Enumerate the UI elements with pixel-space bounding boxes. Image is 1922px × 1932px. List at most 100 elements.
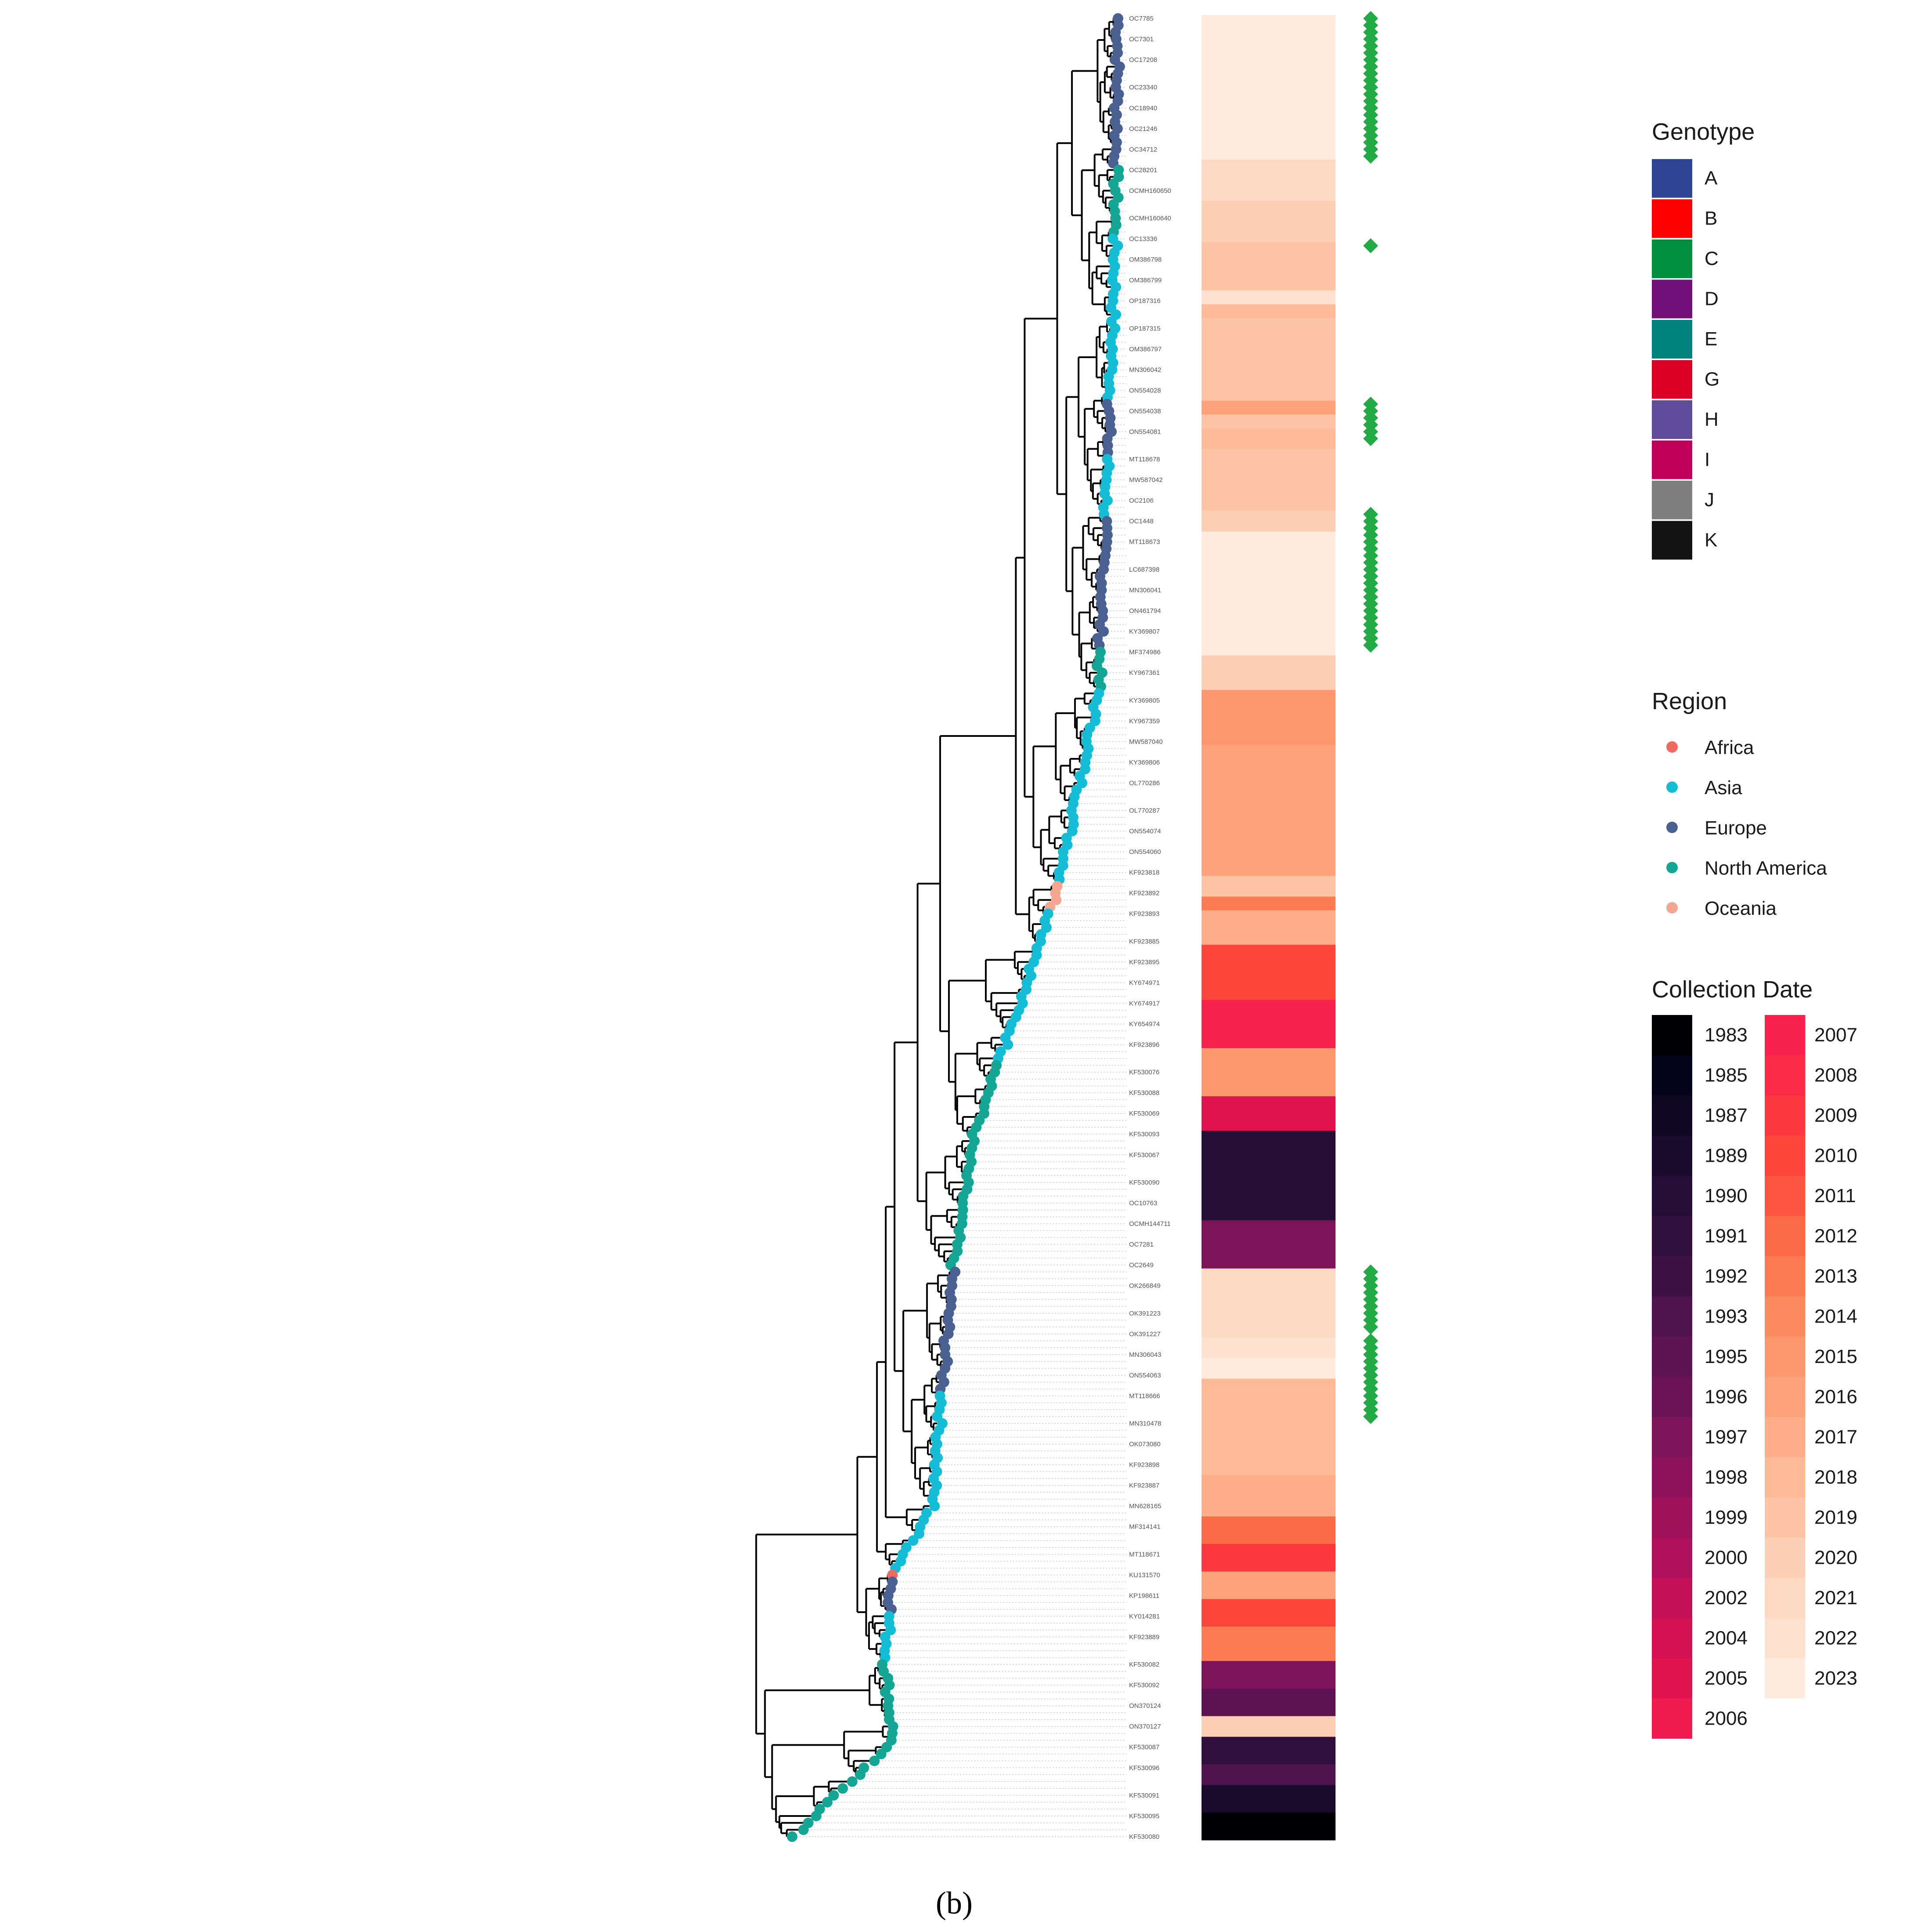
tip-label: KF923892 [1129, 890, 1159, 897]
date-label-2002: 2002 [1705, 1587, 1748, 1609]
date-label-2008: 2008 [1814, 1065, 1857, 1086]
genotype-swatch-H [1652, 400, 1692, 439]
marker-column [1363, 11, 1378, 1424]
tip-label: KF530080 [1129, 1833, 1159, 1841]
tip-label: LC687398 [1129, 566, 1159, 573]
tip-label: OC7281 [1129, 1241, 1154, 1248]
genotype-label-K: K [1705, 529, 1717, 551]
tip-label: ON370124 [1129, 1702, 1161, 1710]
region-dot-oceania [1666, 902, 1678, 913]
tip-label: MN628165 [1129, 1503, 1161, 1510]
date-cell-2016 [1202, 745, 1336, 877]
date-cell-2023 [1202, 1358, 1336, 1379]
tip-label: KF923885 [1129, 938, 1159, 945]
tip-label: KF923895 [1129, 958, 1159, 966]
date-cell-1990 [1202, 1131, 1336, 1221]
tip-label: KF530088 [1129, 1089, 1159, 1097]
date-cell-2018 [1202, 1378, 1336, 1475]
tip-label: OC18940 [1129, 105, 1157, 112]
tip-point [855, 1769, 866, 1780]
genotype-swatch-K [1652, 521, 1692, 560]
tip-point [869, 1755, 880, 1766]
tip-label: OC13336 [1129, 236, 1157, 243]
tip-label: OC21246 [1129, 125, 1157, 133]
tip-label: ON554063 [1129, 1372, 1161, 1379]
date-swatch-1993 [1652, 1296, 1692, 1337]
date-cell-2021 [1202, 159, 1336, 201]
date-label-1991: 1991 [1705, 1225, 1748, 1247]
date-swatch-1995 [1652, 1337, 1692, 1377]
legend-genotype-title: Genotype [1652, 119, 1755, 145]
genotype-label-C: C [1705, 248, 1719, 269]
tip-label: KP198611 [1129, 1592, 1159, 1599]
tip-point [1003, 1039, 1013, 1050]
tip-label: OK391227 [1129, 1330, 1161, 1338]
tip-label: OC23340 [1129, 84, 1157, 91]
tip-label: MW587040 [1129, 738, 1163, 746]
date-cell-2007 [1202, 1000, 1336, 1048]
genotype-label-B: B [1705, 208, 1717, 229]
date-label-2009: 2009 [1814, 1105, 1857, 1126]
date-cell-2023 [1202, 531, 1336, 656]
tip-point [908, 1535, 919, 1546]
tip-label: OK266849 [1129, 1282, 1161, 1290]
tip-label: KF530069 [1129, 1110, 1159, 1117]
date-swatch-2004 [1652, 1618, 1692, 1658]
tip-label: OC34712 [1129, 146, 1157, 153]
tip-label: KY369805 [1129, 697, 1160, 704]
tip-label: OC1448 [1129, 518, 1154, 525]
date-cell-2016 [1202, 1571, 1336, 1599]
date-label-2019: 2019 [1814, 1507, 1857, 1528]
tip-label: OM386798 [1129, 256, 1162, 264]
genotype-swatch-G [1652, 360, 1692, 399]
date-swatch-2008 [1765, 1055, 1805, 1095]
tip-label: ON370127 [1129, 1723, 1161, 1730]
date-cell-1997 [1202, 1220, 1336, 1269]
date-cell-1989 [1202, 1785, 1336, 1813]
marker-diamond [1363, 1319, 1378, 1335]
date-swatch-2017 [1765, 1417, 1805, 1457]
date-cell-2013 [1202, 896, 1336, 911]
date-label-1989: 1989 [1705, 1145, 1748, 1167]
date-cell-1993 [1202, 1764, 1336, 1786]
date-cell-1991 [1202, 1736, 1336, 1765]
date-swatch-2023 [1765, 1658, 1805, 1699]
date-label-2004: 2004 [1705, 1628, 1748, 1649]
date-swatch-2014 [1765, 1296, 1805, 1337]
tip-label: MF374986 [1129, 649, 1161, 656]
date-cell-2016 [1202, 400, 1336, 415]
genotype-swatch-I [1652, 440, 1692, 479]
genotype-label-A: A [1705, 167, 1718, 189]
tip-label: MN306043 [1129, 1351, 1161, 1359]
genotype-swatch-C [1652, 239, 1692, 278]
tip-label: KF530093 [1129, 1131, 1159, 1138]
date-swatch-2005 [1652, 1658, 1692, 1699]
region-label: Europe [1705, 817, 1767, 839]
tip-label: ON554060 [1129, 848, 1161, 856]
tip-label: KY674917 [1129, 1000, 1160, 1007]
tip-label: KF923893 [1129, 910, 1159, 918]
genotype-label-J: J [1705, 489, 1714, 511]
region-dot-north-america [1666, 862, 1678, 874]
date-swatch-2012 [1765, 1216, 1805, 1256]
tip-label: ON554081 [1129, 428, 1161, 435]
genotype-label-D: D [1705, 288, 1719, 310]
tip-label: KY014281 [1129, 1613, 1160, 1620]
tip-label: KF923887 [1129, 1482, 1159, 1490]
genotype-swatch-B [1652, 199, 1692, 238]
tip-label: KY967359 [1129, 718, 1160, 725]
legend-collection-date: Collection Date 1983 1985 1987 1989 1990 1991… [1652, 976, 1857, 1739]
tip-label: MN306042 [1129, 366, 1161, 373]
date-label-2006: 2006 [1705, 1708, 1748, 1729]
tip-label: KF530090 [1129, 1179, 1159, 1186]
date-label-2022: 2022 [1814, 1628, 1857, 1649]
tip-label: KY674971 [1129, 979, 1160, 986]
date-cell-2022 [1202, 1337, 1336, 1359]
tip-label: OP187316 [1129, 297, 1161, 305]
date-swatch-2011 [1765, 1176, 1805, 1216]
date-cell-1997 [1202, 1661, 1336, 1689]
date-label-2000: 2000 [1705, 1547, 1748, 1569]
date-swatch-2010 [1765, 1135, 1805, 1176]
tip-point [914, 1528, 925, 1539]
